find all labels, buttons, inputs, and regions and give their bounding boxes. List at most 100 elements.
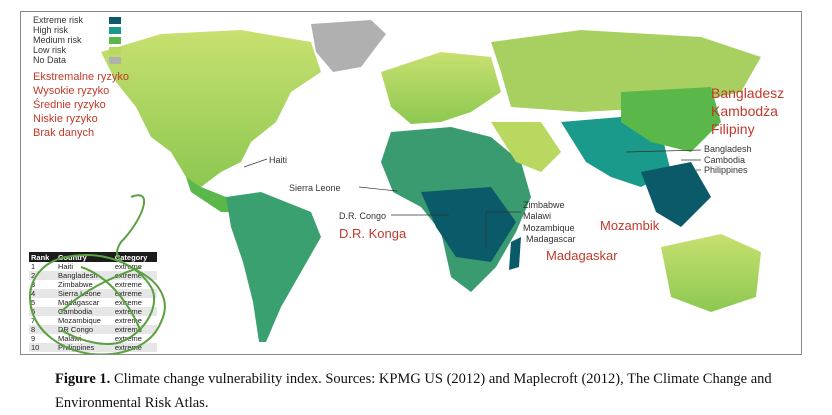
legend-swatch xyxy=(109,26,121,34)
east-asia-shape xyxy=(621,87,721,152)
table-row: 2 Bangladesh extreme xyxy=(29,271,157,280)
polish-legend-item: Średnie ryzyko xyxy=(33,99,106,111)
table-row: 9 Malawi extreme xyxy=(29,334,157,343)
polish-legend-item: Ekstremalne ryzyko xyxy=(33,71,129,83)
polish-dr-konga: D.R. Konga xyxy=(339,226,407,241)
callout-sierra-leone: Sierra Leone xyxy=(289,183,341,193)
australia-shape xyxy=(661,234,761,312)
polish-asia-label: Filipiny xyxy=(711,121,755,137)
polish-asia-labels: Bangladesz Kambodża Filipiny xyxy=(711,84,784,138)
callout-philippines: Philippines xyxy=(704,165,748,175)
risk-legend: Extreme risk High risk Medium risk Low risk… xyxy=(33,15,121,65)
table-cell: Malawi xyxy=(58,334,82,343)
greenland-shape xyxy=(311,20,386,72)
legend-label: Medium risk xyxy=(33,35,82,45)
table-row: 8 DR Congo extreme xyxy=(29,325,157,334)
legend-swatch xyxy=(109,36,121,44)
polish-legend-item: Niskie ryzyko xyxy=(33,113,98,125)
legend-item: No Data xyxy=(33,55,121,65)
legend-item: High risk xyxy=(33,25,121,35)
legend-label: Extreme risk xyxy=(33,15,84,25)
table-row: 6 Cambodia extreme xyxy=(29,307,157,316)
table-cell: Bangladesh xyxy=(56,271,113,280)
table-cell: extreme xyxy=(114,334,142,343)
polish-legend-item: Wysokie ryzyko xyxy=(33,85,110,97)
table-cell: 10 xyxy=(29,343,57,352)
table-header: Category xyxy=(112,252,157,262)
map-figure: Extreme risk High risk Medium risk Low risk… xyxy=(20,11,802,355)
table-cell: extreme xyxy=(112,289,157,298)
polish-mozambik: Mozambik xyxy=(600,218,660,233)
table-cell: extreme xyxy=(114,280,142,289)
table-cell: extreme xyxy=(114,298,142,307)
table-cell: Zimbabwe xyxy=(58,280,93,289)
table-cell: Sierra Leone xyxy=(56,289,113,298)
europe-shape xyxy=(381,52,501,124)
table-cell: extreme xyxy=(112,307,157,316)
callout-bangladesh: Bangladesh xyxy=(704,144,752,154)
table-header: Country xyxy=(56,252,113,262)
table-cell: extreme xyxy=(114,262,142,271)
table-row: 5 Madagascar extreme xyxy=(29,298,157,307)
table-cell: Philippines xyxy=(56,343,113,352)
callout-mozambique: Mozambique xyxy=(523,223,575,233)
world-map xyxy=(101,20,761,342)
bangladesh-leader xyxy=(625,149,702,153)
central-africa-shape xyxy=(421,187,516,262)
sierra-leone-leader xyxy=(358,186,398,192)
table-cell: 2 xyxy=(29,271,57,280)
legend-label: High risk xyxy=(33,25,69,35)
polish-madagaskar: Madagaskar xyxy=(546,248,618,263)
callout-zimbabwe: Zimbabwe xyxy=(523,200,565,210)
legend-label: Low risk xyxy=(33,45,67,55)
table-cell: 8 xyxy=(29,325,57,334)
callout-madagascar: Madagascar xyxy=(526,234,576,244)
table-cell: 5 xyxy=(31,298,36,307)
south-america-shape xyxy=(226,192,321,342)
table-cell: 4 xyxy=(29,289,57,298)
table-cell: extreme xyxy=(112,343,157,352)
caption-label: Figure 1. xyxy=(55,371,111,387)
haiti-leader xyxy=(243,158,268,168)
table-cell: extreme xyxy=(112,271,157,280)
table-cell: extreme xyxy=(114,316,142,325)
table-cell: Mozambique xyxy=(58,316,101,325)
callout-cambodia: Cambodia xyxy=(704,155,746,165)
polish-legend: Ekstremalne ryzyko Wysokie ryzyko Średnie … xyxy=(33,70,129,140)
table-header: Rank xyxy=(29,252,57,262)
legend-item: Extreme risk xyxy=(33,15,121,25)
table-row: 10 Philippines extreme xyxy=(29,343,157,352)
legend-swatch xyxy=(109,56,121,64)
ranking-table: Rank Country Category 1 Haiti extreme 2 Bangla… xyxy=(29,252,157,352)
table-cell: Madagascar xyxy=(58,298,100,307)
legend-item: Medium risk xyxy=(33,35,121,45)
table-cell: extreme xyxy=(112,325,157,334)
table-cell: 6 xyxy=(29,307,57,316)
polish-legend-item: Brak danych xyxy=(33,127,95,139)
north-america-shape xyxy=(101,30,321,187)
legend-label: No Data xyxy=(33,55,67,65)
table-cell: DR Congo xyxy=(56,325,113,334)
callout-haiti: Haiti xyxy=(269,155,288,165)
table-cell: 7 xyxy=(31,316,36,325)
callout-malawi: Malawi xyxy=(523,211,552,221)
table-row: 1 Haiti extreme xyxy=(29,262,157,271)
table-row: 4 Sierra Leone extreme xyxy=(29,289,157,298)
figure-caption: Figure 1. Climate change vulnerability i… xyxy=(55,367,795,415)
legend-swatch xyxy=(109,46,121,54)
legend-item: Low risk xyxy=(33,45,121,55)
table-row: 3 Zimbabwe extreme xyxy=(29,280,157,289)
table-row: 7 Mozambique extreme xyxy=(29,316,157,325)
table-cell: 3 xyxy=(31,280,36,289)
table-cell: Haiti xyxy=(58,262,74,271)
madagascar-shape xyxy=(509,237,521,270)
table-cell: Cambodia xyxy=(56,307,113,316)
table-cell: 9 xyxy=(31,334,36,343)
caption-text: Climate change vulnerability index. Sour… xyxy=(55,371,772,411)
polish-asia-label: Bangladesz xyxy=(711,85,785,101)
polish-asia-label: Kambodża xyxy=(711,103,778,119)
southeast-asia-shape xyxy=(641,162,711,227)
callout-dr-congo: D.R. Congo xyxy=(339,211,387,221)
middle-east-shape xyxy=(491,122,561,172)
central-america-shape xyxy=(186,177,236,212)
